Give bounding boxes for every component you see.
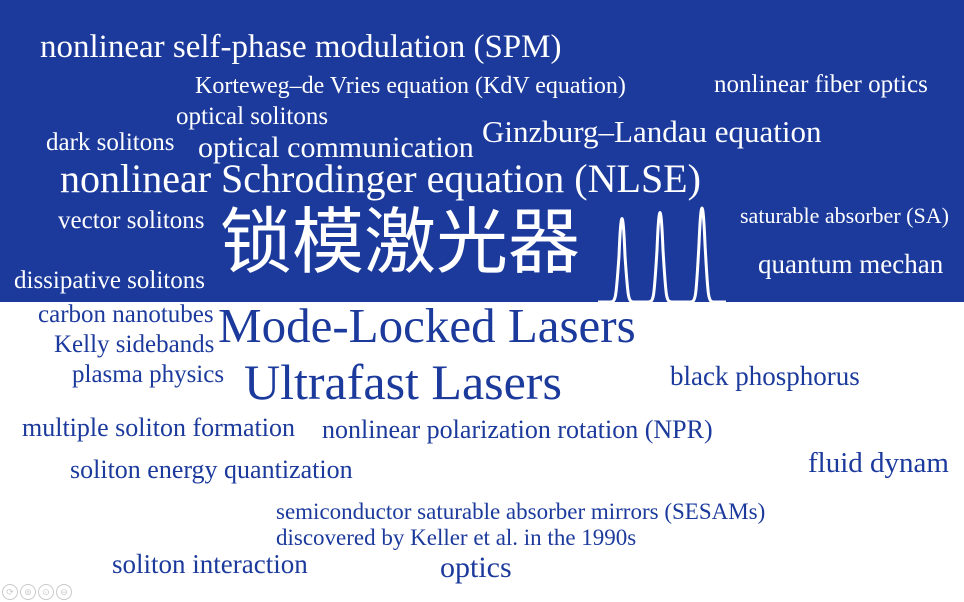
word-w-os: optical solitons bbox=[176, 104, 328, 130]
toolbar-zoom-fit-button[interactable]: ⊚ bbox=[20, 584, 36, 600]
chart-toolbar: ⟳ ⊚ ⊙ ⊖ bbox=[2, 584, 72, 600]
word-w-npr: nonlinear polarization rotation (NPR) bbox=[322, 416, 713, 443]
word-w-nlse: nonlinear Schrodinger equation (NLSE) bbox=[60, 158, 701, 200]
word-w-dissip: dissipative solitons bbox=[14, 268, 205, 294]
wordcloud-canvas: nonlinear self-phase modulation (SPM) Kor… bbox=[0, 0, 964, 602]
toolbar-zoom-in-button[interactable]: ⊙ bbox=[38, 584, 54, 600]
word-w-msf: multiple soliton formation bbox=[22, 414, 295, 441]
word-w-bp: black phosphorus bbox=[670, 362, 860, 390]
word-w-nfo: nonlinear fiber optics bbox=[714, 72, 928, 98]
word-w-vec: vector solitons bbox=[58, 208, 205, 234]
word-w-fluid: fluid dynam bbox=[808, 448, 949, 478]
word-w-sesam: semiconductor saturable absorber mirrors… bbox=[276, 500, 765, 524]
word-w-plasma: plasma physics bbox=[72, 362, 224, 388]
word-w-kelly: Kelly sidebands bbox=[54, 332, 214, 358]
word-w-sa: saturable absorber (SA) bbox=[740, 204, 949, 227]
pulse-graphic bbox=[598, 192, 738, 304]
word-w-cjk: 锁模激光器 bbox=[220, 206, 580, 282]
toolbar-reset-button[interactable]: ⟳ bbox=[2, 584, 18, 600]
word-w-seq: soliton energy quantization bbox=[70, 456, 353, 483]
word-w-mll: Mode-Locked Lasers bbox=[218, 300, 636, 351]
word-w-spm: nonlinear self-phase modulation (SPM) bbox=[40, 30, 562, 65]
word-w-kdv: Korteweg–de Vries equation (KdV equation… bbox=[195, 74, 626, 99]
word-w-gl: Ginzburg–Landau equation bbox=[482, 116, 821, 149]
word-w-dark: dark solitons bbox=[46, 130, 174, 156]
word-w-sint: soliton interaction bbox=[112, 550, 308, 578]
toolbar-zoom-out-button[interactable]: ⊖ bbox=[56, 584, 72, 600]
word-w-cnt: carbon nanotubes bbox=[38, 302, 214, 328]
word-w-keller: discovered by Keller et al. in the 1990s bbox=[276, 526, 636, 550]
word-w-qm: quantum mechan bbox=[758, 250, 943, 278]
word-w-optics: optics bbox=[440, 552, 512, 584]
word-w-ultra: Ultrafast Lasers bbox=[244, 356, 562, 409]
